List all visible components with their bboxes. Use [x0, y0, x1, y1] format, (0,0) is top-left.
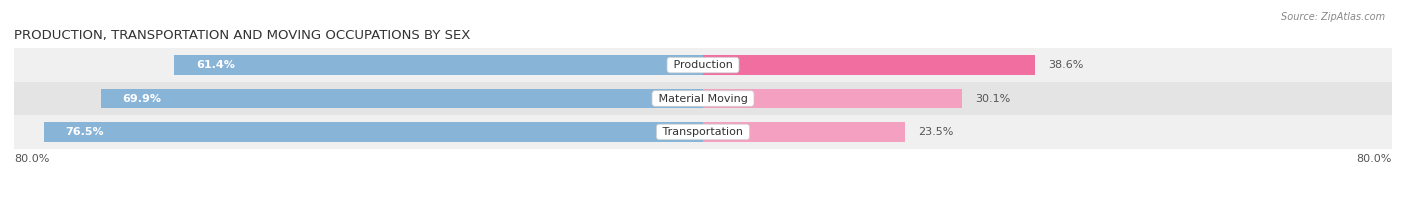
Text: 69.9%: 69.9% [122, 94, 162, 103]
Text: Material Moving: Material Moving [655, 94, 751, 103]
Bar [703, 122, 905, 142]
Bar [101, 89, 703, 108]
Bar [14, 48, 1392, 82]
Text: 61.4%: 61.4% [195, 60, 235, 70]
Text: Source: ZipAtlas.com: Source: ZipAtlas.com [1281, 12, 1385, 22]
Bar [703, 89, 962, 108]
Bar [174, 55, 703, 75]
Text: Transportation: Transportation [659, 127, 747, 137]
Text: PRODUCTION, TRANSPORTATION AND MOVING OCCUPATIONS BY SEX: PRODUCTION, TRANSPORTATION AND MOVING OC… [14, 29, 471, 42]
Bar [14, 82, 1392, 115]
Bar [14, 115, 1392, 149]
Bar [703, 55, 1035, 75]
Text: 23.5%: 23.5% [918, 127, 953, 137]
Text: 76.5%: 76.5% [66, 127, 104, 137]
Text: Production: Production [669, 60, 737, 70]
Text: 38.6%: 38.6% [1049, 60, 1084, 70]
Bar [44, 122, 703, 142]
Text: 80.0%: 80.0% [1357, 154, 1392, 164]
Text: 30.1%: 30.1% [976, 94, 1011, 103]
Text: 80.0%: 80.0% [14, 154, 49, 164]
